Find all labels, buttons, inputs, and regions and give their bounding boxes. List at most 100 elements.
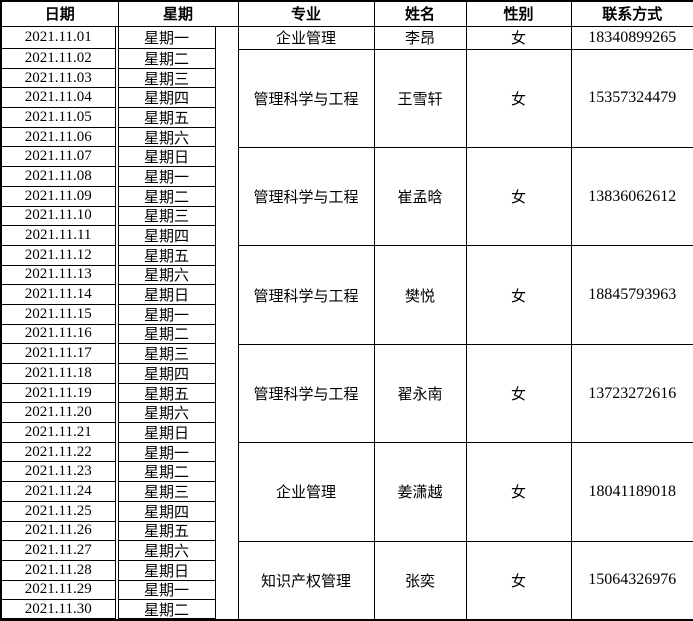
weekday-value: 星期日 [119, 285, 216, 305]
gender-cell: 女 [465, 245, 572, 345]
date-cell: 2021.11.03 [0, 68, 119, 89]
major-cell: 管理科学与工程 [237, 245, 375, 345]
weekday-value: 星期二 [119, 49, 216, 69]
table-row: 2021.11.28 星期日 [0, 560, 693, 581]
weekday-value: 星期三 [119, 206, 216, 227]
phone-cell: 13723272616 [570, 344, 693, 444]
name-cell: 樊悦 [373, 245, 467, 345]
table-row: 2021.11.17 星期三 管理科学与工程 翟永南女 13723272616 [0, 344, 693, 444]
name-cell: 翟永南 [373, 344, 467, 444]
weekday-cell: 星期二 [117, 186, 239, 207]
date-value: 2021.11.02 [2, 49, 116, 69]
table-row: 2021.11.13 星期六 [0, 265, 693, 286]
date-value: 2021.11.26 [2, 521, 116, 542]
date-cell: 2021.11.30 [0, 600, 119, 620]
header-name: 姓名 [373, 1, 467, 27]
phone-cell: 18845793963 [570, 245, 693, 345]
weekday-cell: 星期一 [117, 442, 239, 463]
table-row: 2021.11.06 星期六 [0, 127, 693, 148]
date-cell: 2021.11.06 [0, 127, 119, 148]
gender-cell: 女 [465, 49, 572, 148]
weekday-value: 星期二 [119, 462, 216, 483]
date-value: 2021.11.06 [2, 127, 116, 148]
gender-cell: 女 [465, 442, 572, 542]
weekday-cell: 星期二 [117, 462, 239, 483]
date-cell: 2021.11.11 [0, 226, 119, 246]
date-cell: 2021.11.25 [0, 501, 119, 522]
major-cell: 管理科学与工程 [237, 344, 375, 444]
date-value: 2021.11.01 [2, 26, 116, 49]
weekday-cell: 星期日 [117, 423, 239, 443]
gender-cell: 女 [465, 26, 572, 50]
date-value: 2021.11.27 [2, 541, 116, 561]
date-value: 2021.11.07 [2, 147, 116, 168]
gender-cell: 女 [465, 147, 572, 247]
header-gender: 性别 [465, 1, 572, 27]
date-value: 2021.11.13 [2, 265, 116, 286]
major-cell: 企业管理 [237, 442, 375, 542]
name-cell: 崔孟晗 [373, 147, 467, 247]
date-cell: 2021.11.12 [0, 245, 119, 266]
date-cell: 2021.11.14 [0, 285, 119, 305]
date-value: 2021.11.23 [2, 462, 116, 483]
date-value: 2021.11.10 [2, 206, 116, 227]
date-cell: 2021.11.24 [0, 482, 119, 502]
weekday-value: 星期五 [119, 245, 216, 266]
date-cell: 2021.11.15 [0, 304, 119, 325]
weekday-value: 星期一 [119, 442, 216, 463]
date-value: 2021.11.29 [2, 580, 116, 601]
table-row: 2021.11.14 星期日 [0, 285, 693, 305]
weekday-value: 星期二 [119, 324, 216, 345]
header-weekday: 星期 [117, 1, 239, 27]
date-value: 2021.11.19 [2, 383, 116, 404]
date-value: 2021.11.17 [2, 344, 116, 364]
phone-cell: 18041189018 [570, 442, 693, 542]
weekday-cell: 星期日 [117, 147, 239, 168]
table-row: 2021.11.09 星期二 [0, 186, 693, 207]
table-row: 2021.11.21 星期日 [0, 423, 693, 443]
weekday-value: 星期日 [119, 560, 216, 581]
date-value: 2021.11.09 [2, 186, 116, 207]
phone-cell: 18340899265 [570, 26, 693, 50]
weekday-cell: 星期二 [117, 324, 239, 345]
weekday-cell: 星期四 [117, 364, 239, 384]
table-row: 2021.11.25 星期四 [0, 501, 693, 522]
date-value: 2021.11.15 [2, 304, 116, 325]
weekday-cell: 星期一 [117, 167, 239, 187]
date-cell: 2021.11.04 [0, 88, 119, 109]
weekday-value: 星期六 [119, 265, 216, 286]
date-value: 2021.11.18 [2, 364, 116, 384]
weekday-cell: 星期一 [117, 580, 239, 601]
phone-cell: 13836062612 [570, 147, 693, 247]
date-value: 2021.11.22 [2, 442, 116, 463]
phone-cell: 15357324479 [570, 49, 693, 148]
date-value: 2021.11.04 [2, 88, 116, 109]
date-value: 2021.11.12 [2, 245, 116, 266]
table-row: 2021.11.03 星期三 [0, 68, 693, 89]
name-cell: 张奕 [373, 541, 467, 621]
table-row: 2021.11.10 星期三 [0, 206, 693, 227]
date-cell: 2021.11.18 [0, 364, 119, 384]
date-value: 2021.11.28 [2, 560, 116, 581]
table-row: 2021.11.23 星期二 [0, 462, 693, 483]
name-cell: 李昂 [373, 26, 467, 50]
major-cell: 管理科学与工程 [237, 49, 375, 148]
weekday-cell: 星期五 [117, 383, 239, 404]
weekday-value: 星期一 [119, 26, 216, 49]
weekday-value: 星期四 [119, 226, 216, 246]
major-cell: 知识产权管理 [237, 541, 375, 621]
date-cell: 2021.11.27 [0, 541, 119, 561]
weekday-value: 星期三 [119, 482, 216, 502]
weekday-value: 星期四 [119, 364, 216, 384]
weekday-cell: 星期一 [117, 26, 239, 49]
table-row: 2021.11.26 星期五 [0, 521, 693, 542]
weekday-value: 星期三 [119, 344, 216, 364]
weekday-cell: 星期六 [117, 403, 239, 424]
weekday-value: 星期六 [119, 541, 216, 561]
major-cell: 企业管理 [237, 26, 375, 50]
table-row: 2021.11.04 星期四 [0, 88, 693, 109]
date-cell: 2021.11.17 [0, 344, 119, 364]
weekday-value: 星期三 [119, 68, 216, 89]
date-cell: 2021.11.29 [0, 580, 119, 601]
